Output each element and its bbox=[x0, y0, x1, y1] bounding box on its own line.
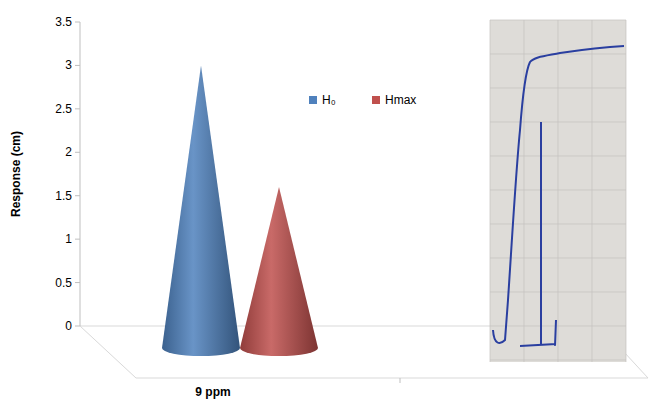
photo-grid bbox=[490, 20, 491, 362]
y-tick-label: 0 bbox=[65, 319, 72, 333]
inset-photo bbox=[490, 20, 626, 362]
y-tick bbox=[75, 326, 80, 327]
category-tick bbox=[400, 378, 401, 383]
y-tick bbox=[75, 195, 80, 196]
photo-grid bbox=[592, 20, 593, 362]
y-tick bbox=[75, 65, 80, 66]
y-tick bbox=[75, 282, 80, 283]
photo-grid bbox=[490, 122, 626, 123]
y-axis-line bbox=[80, 22, 81, 326]
y-tick-label: 1 bbox=[65, 232, 72, 246]
y-tick-label: 0.5 bbox=[55, 276, 72, 290]
cone bbox=[240, 187, 318, 356]
marks bbox=[162, 65, 318, 356]
photo-grid bbox=[626, 20, 627, 362]
photo-grid bbox=[524, 20, 525, 362]
chart: 0 0.5 1 1.5 2 2.5 3 3.5 Response (cm) 9 ppm H₀ Hmax bbox=[0, 0, 656, 401]
photo-grid bbox=[490, 190, 626, 191]
y-tick bbox=[75, 22, 80, 23]
y-tick-label: 3 bbox=[65, 58, 72, 72]
y-tick-label: 1.5 bbox=[55, 189, 72, 203]
legend-swatch bbox=[372, 96, 380, 104]
y-axis-title: Response (cm) bbox=[9, 131, 23, 217]
photo-grid bbox=[558, 20, 559, 362]
cone bbox=[162, 65, 240, 356]
y-tick bbox=[75, 152, 80, 153]
photo-grid bbox=[490, 326, 626, 327]
legend-swatch bbox=[309, 96, 317, 104]
photo-grid bbox=[490, 224, 626, 225]
y-tick-label: 2 bbox=[65, 145, 72, 159]
photo-grid bbox=[490, 20, 626, 21]
photo-grid bbox=[490, 156, 626, 157]
photo-grid bbox=[490, 88, 626, 89]
photo-grid bbox=[490, 292, 626, 293]
y-tick-label: 2.5 bbox=[55, 102, 72, 116]
photo-trace bbox=[493, 46, 624, 343]
photo-paper bbox=[490, 20, 626, 362]
y-tick bbox=[75, 239, 80, 240]
y-tick bbox=[75, 108, 80, 109]
photo-trace bbox=[520, 122, 556, 346]
legend-label: H₀ bbox=[322, 93, 336, 107]
category-label: 9 ppm bbox=[195, 385, 230, 399]
y-tick-label: 3.5 bbox=[55, 15, 72, 29]
legend-label: Hmax bbox=[385, 93, 416, 107]
photo-grid bbox=[490, 360, 626, 361]
